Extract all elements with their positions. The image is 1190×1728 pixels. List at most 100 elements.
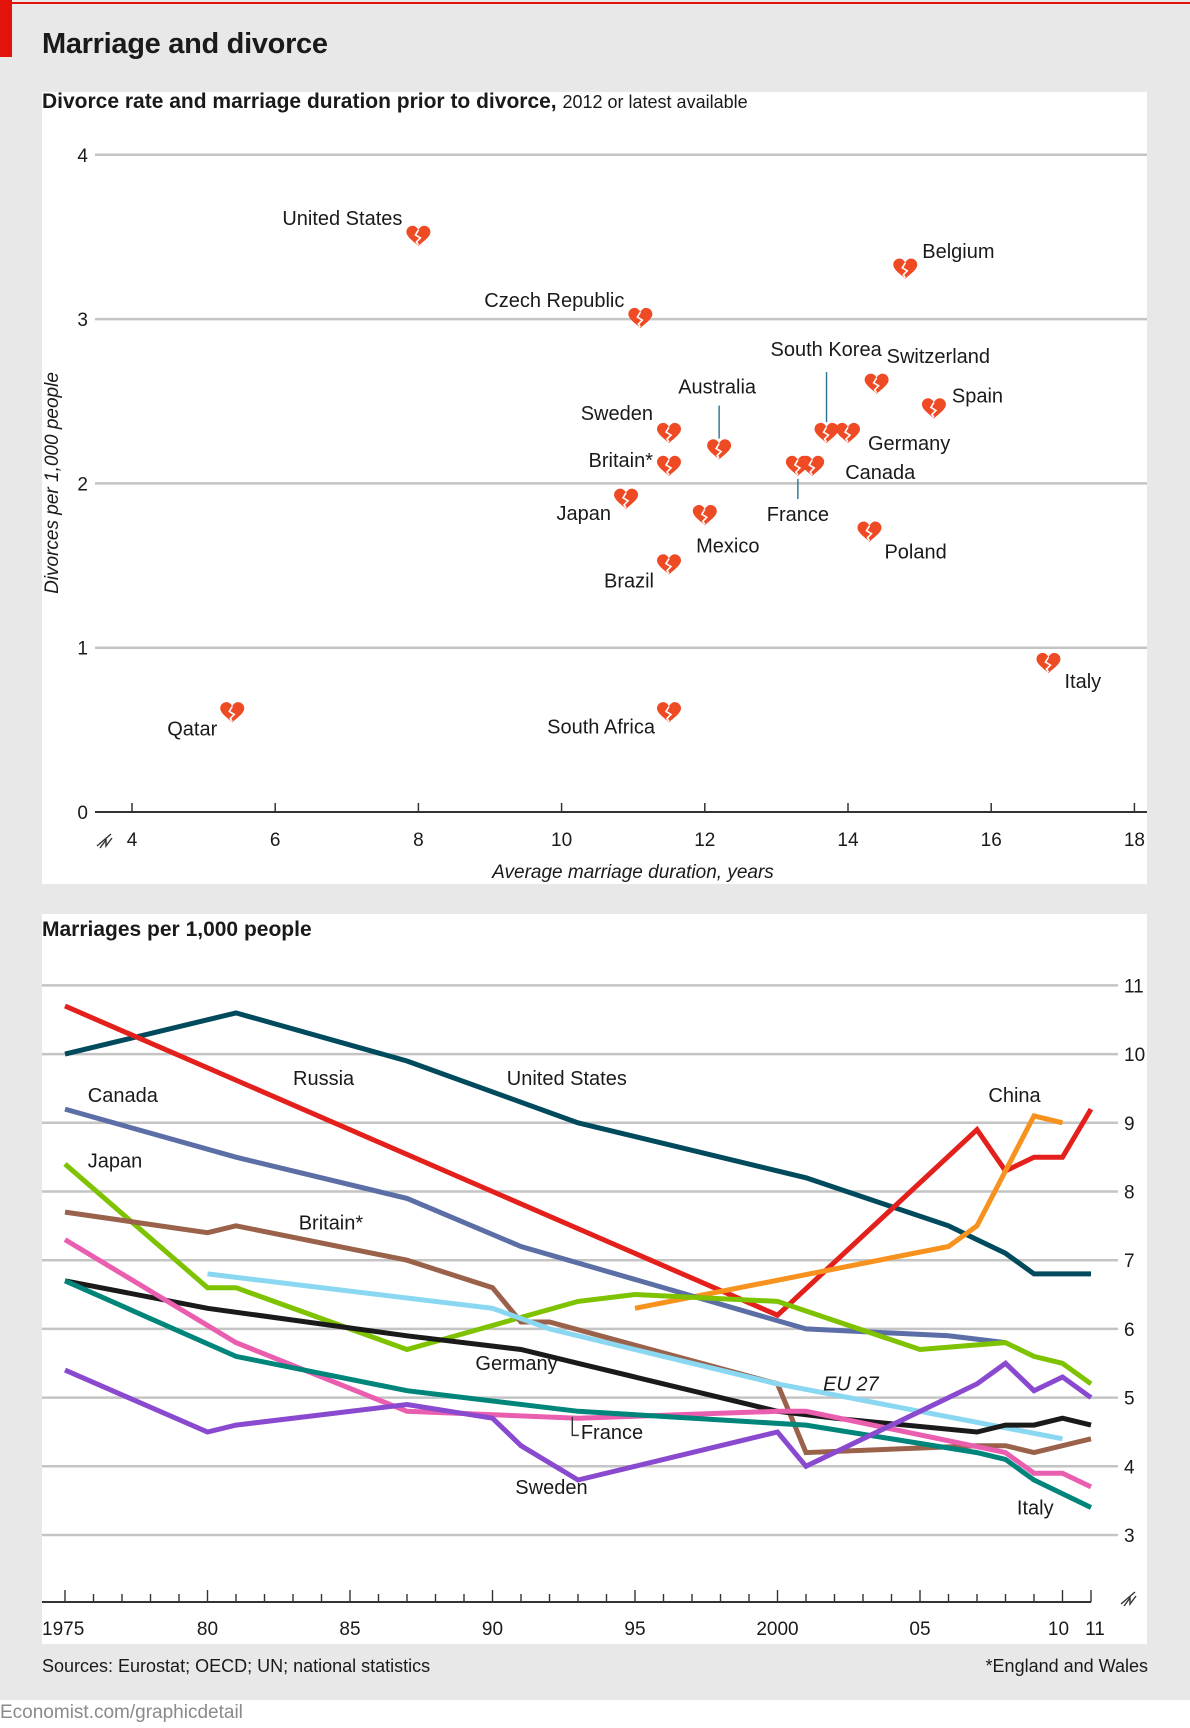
heart-crack: [822, 426, 830, 443]
data-point: [893, 258, 918, 279]
y-tick-label: 3: [77, 310, 88, 331]
y-tick-label: 2: [77, 474, 88, 495]
point-label: United States: [282, 208, 402, 230]
point-label: South Korea: [771, 339, 883, 361]
series-line: [64, 1010, 1091, 1277]
x-tick-label: 2000: [756, 1619, 798, 1640]
x-tick-label: 18: [1124, 830, 1145, 851]
heart-crack: [929, 402, 938, 418]
x-tick-label: 14: [837, 830, 859, 851]
point-label: Poland: [884, 542, 946, 564]
point-label: Brazil: [604, 571, 654, 593]
series-line: [64, 1106, 1006, 1346]
point-label: Germany: [868, 433, 950, 455]
source-note: Sources: Eurostat; OECD; UN; national st…: [42, 1656, 431, 1676]
series-line: [64, 1003, 1094, 1319]
series-label: Canada: [88, 1085, 159, 1107]
scatter-panel: [42, 92, 1147, 884]
heart-crack: [808, 459, 816, 476]
data-point: [836, 422, 860, 444]
point-label: Sweden: [581, 403, 653, 425]
point-label: Belgium: [922, 241, 994, 263]
x-tick-label: 95: [624, 1619, 645, 1640]
x-tick-label: 16: [981, 830, 1002, 851]
data-point: [657, 554, 681, 575]
heart-crack: [664, 459, 673, 476]
heart-crack: [865, 525, 873, 542]
data-point: [814, 422, 839, 444]
x-tick-label: 10: [1048, 1619, 1069, 1640]
heart-crack: [664, 706, 673, 722]
y-tick-label: 9: [1124, 1114, 1135, 1135]
data-point: [800, 455, 825, 476]
point-label: France: [767, 504, 829, 526]
point-label: Spain: [952, 385, 1003, 407]
y-tick-label: 6: [1124, 1320, 1135, 1341]
point-label: Italy: [1064, 671, 1101, 693]
x-tick-label: 6: [270, 830, 281, 851]
series-line: [634, 1113, 1064, 1311]
heart-crack: [793, 459, 802, 476]
y-tick-label: 4: [77, 146, 88, 167]
heart-crack: [700, 508, 709, 525]
series-line: [63, 1162, 1093, 1386]
series-label: Italy: [1017, 1497, 1054, 1519]
scatter-title: Divorce rate and marriage duration prior…: [42, 90, 748, 114]
brand-flag: [0, 0, 12, 57]
heart-crack: [901, 262, 909, 279]
point-label: Qatar: [167, 718, 217, 740]
y-tick-label: 7: [1124, 1251, 1135, 1272]
data-point: [692, 505, 717, 526]
x-tick-label: 10: [551, 830, 572, 851]
axis-break-icon: [1120, 1591, 1137, 1607]
scatter-title-main: Divorce rate and marriage duration prior…: [42, 90, 557, 113]
page-title: Marriage and divorce: [42, 28, 328, 60]
series-label: United States: [507, 1068, 627, 1090]
heart-crack: [664, 426, 673, 443]
x-tick-label: 11: [1085, 1619, 1105, 1640]
point-label: South Africa: [547, 716, 656, 738]
heart-crack: [1044, 656, 1052, 673]
data-point: [707, 439, 732, 460]
data-point: [657, 702, 681, 723]
series-line: [64, 1360, 1093, 1483]
data-point: [921, 398, 946, 419]
heart-crack: [715, 443, 723, 459]
point-label: Britain*: [589, 450, 654, 472]
point-label: Australia: [678, 377, 757, 399]
footnote: *England and Wales: [985, 1656, 1148, 1676]
point-label: Japan: [557, 503, 612, 525]
y-tick-label: 8: [1124, 1183, 1135, 1204]
site-credit: Economist.com/graphicdetail: [0, 1702, 243, 1723]
data-point: [406, 225, 431, 246]
heart-crack: [621, 492, 630, 509]
series-line: [63, 1237, 1093, 1490]
y-tick-label: 0: [77, 803, 88, 824]
y-tick-label: 5: [1124, 1389, 1135, 1410]
x-axis-title: Average marriage duration, years: [491, 862, 774, 883]
heart-crack: [636, 311, 644, 328]
series-label: EU 27: [823, 1374, 879, 1396]
series-line: [207, 1271, 1063, 1442]
heart-crack: [664, 558, 673, 574]
x-tick-label: 85: [339, 1619, 360, 1640]
point-label: Mexico: [696, 535, 759, 557]
x-tick-label: 90: [482, 1619, 503, 1640]
series-label: Russia: [293, 1068, 355, 1090]
heart-crack: [872, 377, 880, 394]
y-tick-label: 1: [77, 639, 88, 660]
data-point: [614, 488, 639, 509]
x-tick-label: 8: [413, 830, 424, 851]
x-tick-label: 80: [197, 1619, 218, 1640]
data-point: [864, 373, 889, 394]
series-line: [63, 1278, 1093, 1510]
series-label: China: [988, 1085, 1041, 1107]
y-tick-label: 11: [1124, 976, 1144, 997]
series-label: Sweden: [515, 1477, 587, 1499]
series-label: Britain*: [299, 1212, 364, 1234]
heart-crack: [843, 426, 852, 443]
point-label: Canada: [845, 462, 916, 484]
heart-crack: [414, 229, 422, 246]
